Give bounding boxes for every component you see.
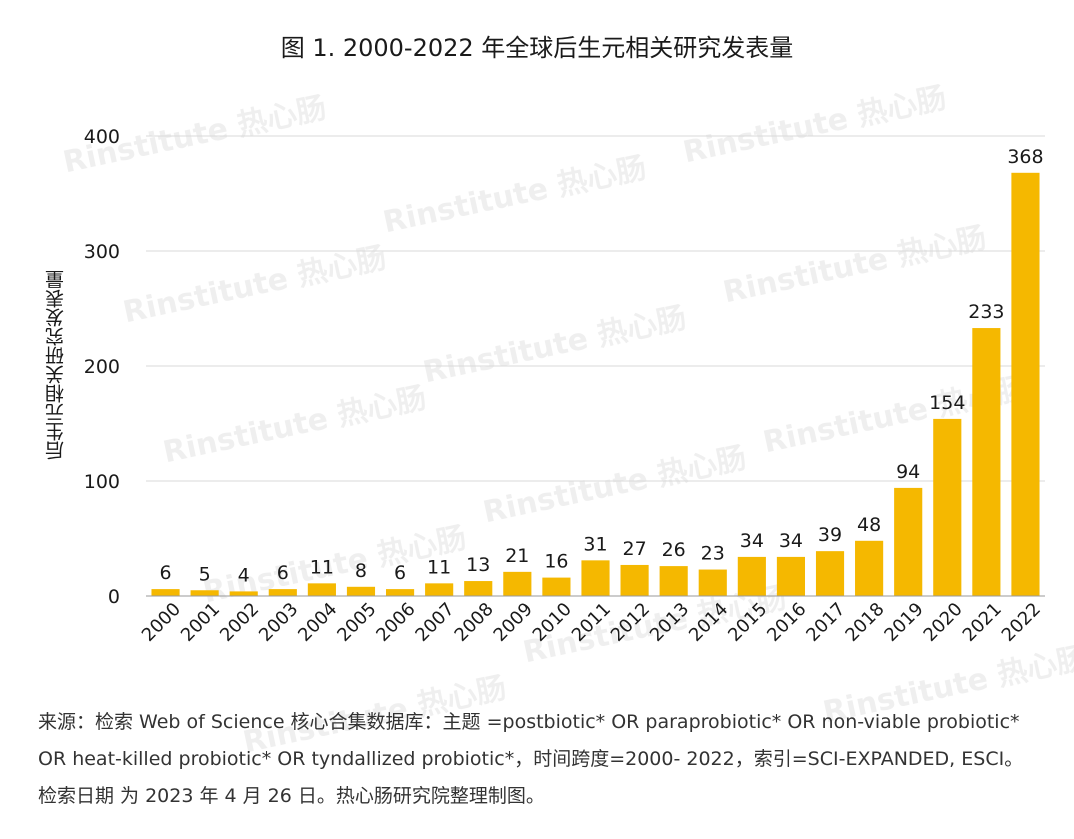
bar [190, 590, 219, 596]
x-tick-label: 2011 [568, 599, 615, 646]
data-label: 233 [968, 301, 1004, 323]
bar [855, 540, 884, 596]
data-label: 16 [544, 551, 568, 573]
x-tick-label: 2018 [841, 599, 888, 646]
y-tick-label: 400 [84, 126, 120, 148]
bar [581, 560, 610, 596]
bar [268, 589, 297, 596]
bar-chart: 0 100 200 300 400 6 2000 5 2001 4 2002 6 2003 11 2004 8… [84, 126, 1045, 646]
x-tick-label: 2002 [216, 599, 263, 646]
data-label: 11 [427, 556, 451, 578]
bar [815, 551, 845, 596]
data-label: 6 [159, 562, 171, 584]
y-tick-label: 0 [108, 586, 120, 608]
y-axis-label: 后生元相关研究发表量 [45, 270, 67, 460]
data-label: 6 [277, 562, 289, 584]
data-label: 8 [355, 560, 367, 582]
x-tick-label: 2007 [411, 599, 458, 646]
data-label: 154 [929, 392, 965, 414]
y-tick-label: 100 [84, 471, 120, 493]
bar [1011, 172, 1040, 597]
bar [972, 328, 1001, 596]
data-label: 21 [505, 545, 529, 567]
x-tick-label: 2006 [372, 599, 419, 646]
data-label: 31 [583, 533, 607, 555]
x-tick-label: 2016 [763, 599, 810, 646]
bar [776, 556, 806, 596]
y-tick-label: 200 [84, 356, 120, 378]
bar [659, 566, 688, 596]
x-tick-label: 2010 [529, 599, 576, 646]
bar [151, 589, 180, 596]
chart-title: 图 1. 2000-2022 年全球后生元相关研究发表量 [280, 34, 794, 62]
x-tick-label: 2005 [333, 599, 380, 646]
y-tick-label: 300 [84, 241, 120, 263]
bar [307, 583, 336, 596]
data-label: 13 [466, 554, 490, 576]
x-tick-label: 2015 [724, 599, 771, 646]
x-tick-label: 2001 [177, 599, 224, 646]
data-label: 4 [238, 564, 250, 586]
data-label: 6 [394, 562, 406, 584]
data-label: 11 [310, 556, 334, 578]
data-label: 34 [740, 530, 764, 552]
x-tick-label: 2000 [138, 599, 185, 646]
bar [385, 589, 415, 596]
bar [346, 586, 376, 596]
data-label: 39 [818, 524, 842, 546]
x-tick-label: 2009 [490, 599, 537, 646]
data-label: 27 [622, 538, 646, 560]
bar [503, 571, 532, 596]
x-tick-label: 2020 [920, 599, 967, 646]
data-label: 26 [662, 539, 686, 561]
bar [464, 581, 493, 596]
source-note: 来源：检索 Web of Science 核心合集数据库：主题 =postbio… [38, 711, 1024, 807]
data-label: 94 [896, 461, 920, 483]
data-label: 48 [857, 514, 881, 536]
data-label: 5 [199, 563, 211, 585]
data-label: 23 [701, 543, 725, 565]
x-tick-label: 2014 [685, 599, 732, 646]
bar [229, 591, 258, 596]
x-tick-label: 2012 [607, 599, 654, 646]
bar [698, 569, 727, 596]
bar [933, 418, 962, 596]
data-label: 368 [1007, 146, 1043, 168]
x-tick-label: 2008 [451, 599, 498, 646]
bar [894, 487, 923, 596]
x-tick-label: 2022 [998, 599, 1045, 646]
bar [737, 556, 766, 596]
x-tick-label: 2019 [880, 599, 927, 646]
x-tick-label: 2013 [646, 599, 693, 646]
x-tick-label: 2003 [255, 599, 302, 646]
data-label: 34 [779, 530, 803, 552]
x-tick-label: 2004 [294, 599, 341, 646]
x-tick-label: 2021 [959, 599, 1006, 646]
bar [542, 577, 571, 596]
x-tick-label: 2017 [802, 599, 849, 646]
bar [425, 583, 454, 596]
bar [620, 564, 649, 596]
